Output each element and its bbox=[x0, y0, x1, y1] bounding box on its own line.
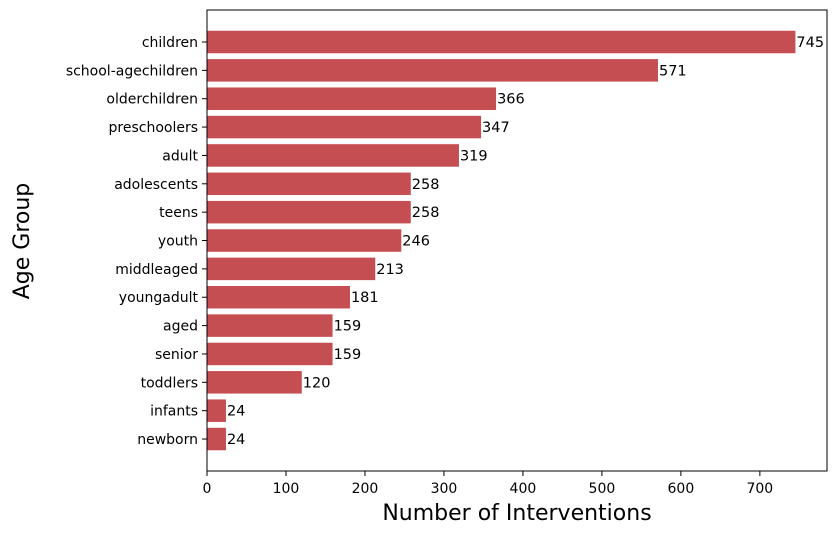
bar-adult bbox=[207, 144, 459, 167]
bar-adolescents bbox=[207, 172, 411, 196]
bar-youngadult bbox=[207, 285, 350, 309]
x-tick-label: 500 bbox=[589, 481, 616, 497]
bar-children bbox=[207, 30, 796, 54]
bar-senior bbox=[207, 342, 333, 366]
data-label: 745 bbox=[796, 35, 824, 51]
bar-youth bbox=[207, 229, 402, 252]
x-tick-label: 300 bbox=[431, 481, 458, 497]
y-tick-label: adult bbox=[162, 148, 198, 164]
y-tick-label: school-agechildren bbox=[66, 63, 198, 79]
bar-newborn bbox=[207, 427, 226, 451]
x-tick-label: 700 bbox=[746, 481, 773, 497]
x-tick-label: 100 bbox=[273, 481, 300, 497]
y-tick-label: olderchildren bbox=[106, 92, 198, 108]
bar-toddlers bbox=[207, 371, 302, 394]
data-label: 159 bbox=[334, 347, 362, 363]
bars-layer bbox=[207, 30, 796, 451]
y-tick-label: newborn bbox=[137, 432, 198, 448]
bar-olderchildren bbox=[207, 87, 497, 110]
data-label: 24 bbox=[227, 404, 245, 420]
bar-school-agechildren bbox=[207, 59, 658, 82]
y-tick-label: children bbox=[142, 35, 198, 51]
bar-teens bbox=[207, 200, 411, 224]
data-label: 571 bbox=[659, 63, 687, 79]
data-label: 181 bbox=[351, 290, 379, 306]
data-labels: 7455713663473192582582462131811591591202… bbox=[227, 35, 824, 448]
y-axis-title: Age Group bbox=[10, 183, 35, 300]
data-label: 159 bbox=[334, 319, 362, 335]
y-tick-label: toddlers bbox=[141, 375, 198, 391]
y-tick-label: teens bbox=[159, 205, 198, 221]
y-tick-label: youth bbox=[158, 234, 198, 250]
x-tick-label: 600 bbox=[668, 481, 695, 497]
y-tick-label: aged bbox=[163, 319, 198, 335]
x-tick-label: 0 bbox=[203, 481, 212, 497]
x-axis: 0 100 200 300 400 500 600 700 bbox=[203, 471, 773, 497]
y-tick-label: preschoolers bbox=[109, 120, 199, 136]
bar-middleaged bbox=[207, 257, 376, 281]
bar-aged bbox=[207, 314, 333, 337]
data-label: 24 bbox=[227, 432, 245, 448]
y-tick-label: youngadult bbox=[119, 290, 199, 306]
x-tick-label: 200 bbox=[352, 481, 379, 497]
y-tick-label: middleaged bbox=[115, 262, 198, 278]
data-label: 347 bbox=[482, 120, 510, 136]
data-label: 258 bbox=[412, 177, 440, 193]
data-label: 319 bbox=[460, 148, 488, 164]
y-tick-label: adolescents bbox=[114, 177, 198, 193]
data-label: 246 bbox=[402, 234, 430, 250]
y-tick-label: senior bbox=[155, 347, 198, 363]
data-label: 120 bbox=[303, 375, 331, 391]
y-tick-label: infants bbox=[150, 404, 198, 420]
y-axis: children school-agechildren olderchildren p… bbox=[66, 35, 207, 448]
data-label: 258 bbox=[412, 205, 440, 221]
bar-preschoolers bbox=[207, 115, 482, 139]
bar-infants bbox=[207, 399, 226, 422]
x-tick-label: 400 bbox=[510, 481, 537, 497]
x-axis-title: Number of Interventions bbox=[382, 501, 651, 526]
data-label: 213 bbox=[376, 262, 404, 278]
data-label: 366 bbox=[497, 92, 525, 108]
